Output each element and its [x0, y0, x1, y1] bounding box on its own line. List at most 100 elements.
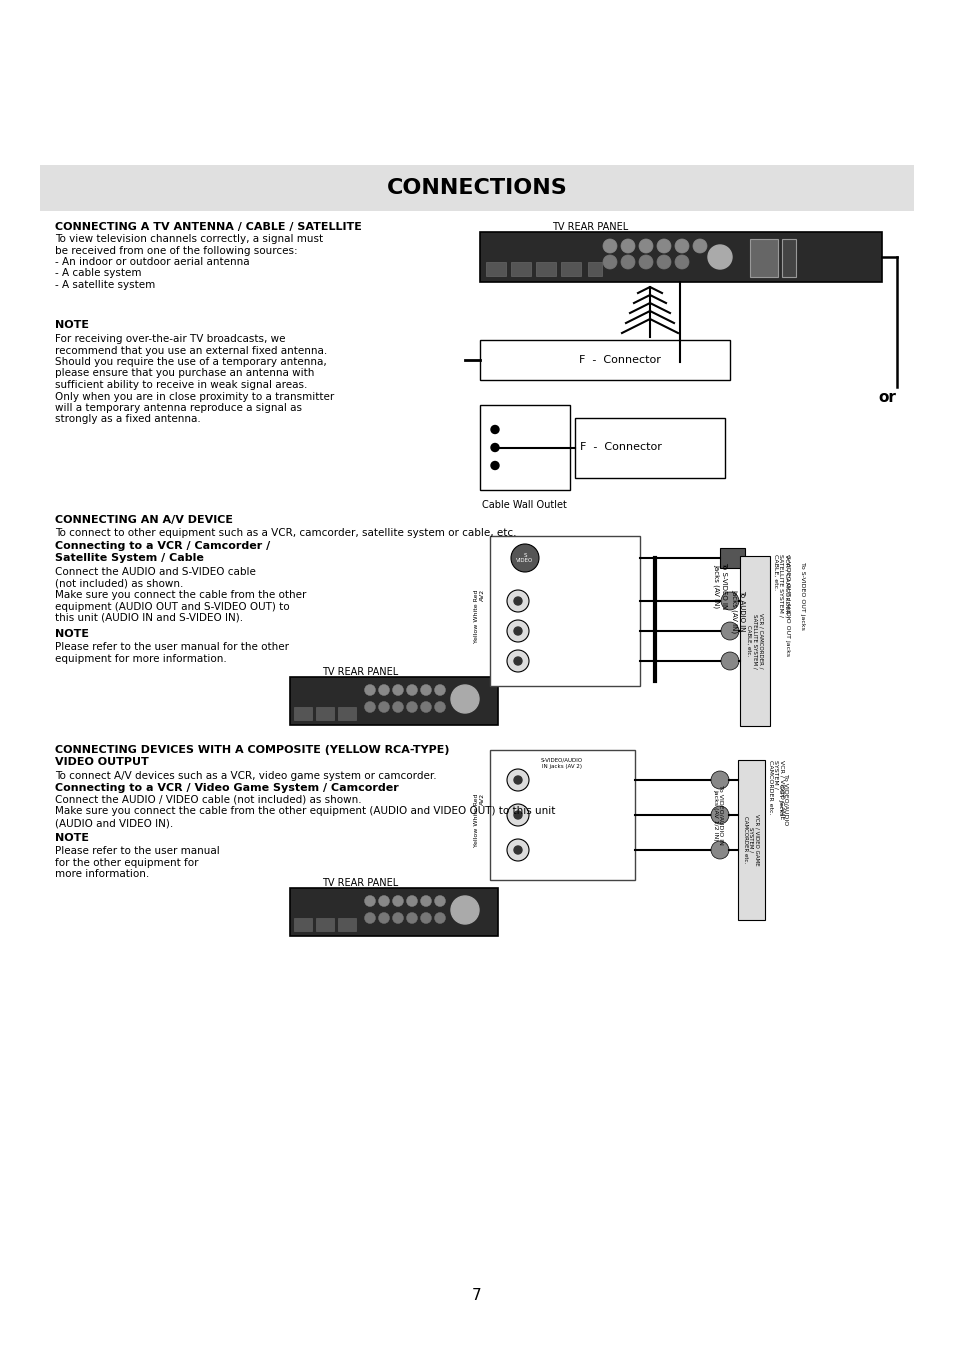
Bar — [337, 918, 355, 932]
Circle shape — [364, 895, 375, 906]
Text: CONNECTING DEVICES WITH A COMPOSITE (YELLOW RCA-TYPE): CONNECTING DEVICES WITH A COMPOSITE (YEL… — [55, 745, 449, 755]
Text: (AUDIO and VIDEO IN).: (AUDIO and VIDEO IN). — [55, 818, 173, 828]
Circle shape — [434, 684, 445, 695]
Text: To AUDIO IN
jacks (AV IN): To AUDIO IN jacks (AV IN) — [731, 589, 744, 633]
Circle shape — [451, 684, 478, 713]
Bar — [511, 262, 531, 275]
Circle shape — [675, 255, 688, 269]
Circle shape — [392, 702, 403, 713]
Circle shape — [657, 239, 670, 252]
Circle shape — [364, 702, 375, 713]
Circle shape — [511, 544, 538, 572]
Bar — [294, 918, 312, 932]
Circle shape — [639, 239, 652, 252]
Bar — [290, 676, 497, 725]
Circle shape — [420, 895, 431, 906]
Text: CONNECTING AN A/V DEVICE: CONNECTING AN A/V DEVICE — [55, 514, 233, 525]
Bar — [294, 707, 312, 720]
Text: - A satellite system: - A satellite system — [55, 279, 155, 290]
Circle shape — [639, 255, 652, 269]
Circle shape — [514, 811, 521, 819]
Circle shape — [506, 769, 529, 791]
Text: To VIDEO/AUDIO
OUT jacks: To VIDEO/AUDIO OUT jacks — [777, 775, 787, 826]
Text: To view television channels correctly, a signal must: To view television channels correctly, a… — [55, 234, 323, 244]
Text: To connect to other equipment such as a VCR, camcorder, satellite system or cabl: To connect to other equipment such as a … — [55, 528, 516, 539]
Text: (not included) as shown.: (not included) as shown. — [55, 579, 183, 589]
Text: sufficient ability to receive in weak signal areas.: sufficient ability to receive in weak si… — [55, 379, 307, 390]
Circle shape — [602, 255, 617, 269]
Text: NOTE: NOTE — [55, 833, 89, 842]
Bar — [536, 262, 556, 275]
Circle shape — [710, 806, 728, 824]
Text: for the other equipment for: for the other equipment for — [55, 857, 198, 868]
Bar — [738, 760, 764, 919]
Text: TV REAR PANEL: TV REAR PANEL — [551, 221, 627, 232]
Text: strongly as a fixed antenna.: strongly as a fixed antenna. — [55, 414, 200, 424]
Circle shape — [406, 684, 417, 695]
Circle shape — [392, 895, 403, 906]
Bar — [720, 548, 744, 568]
Text: F  -  Connector: F - Connector — [579, 443, 661, 452]
Text: Make sure you connect the cable from the other equipment (AUDIO and VIDEO OUT) t: Make sure you connect the cable from the… — [55, 806, 555, 817]
Circle shape — [692, 239, 706, 252]
Text: CONNECTIONS: CONNECTIONS — [386, 178, 567, 198]
Bar — [40, 165, 913, 211]
Text: Connecting to a VCR / Camcorder /: Connecting to a VCR / Camcorder / — [55, 541, 270, 551]
Text: Connecting to a VCR / Video Game System / Camcorder: Connecting to a VCR / Video Game System … — [55, 783, 398, 792]
Bar — [485, 262, 505, 275]
Bar — [560, 262, 580, 275]
Text: Connect the AUDIO and S-VIDEO cable: Connect the AUDIO and S-VIDEO cable — [55, 567, 255, 576]
Circle shape — [514, 626, 521, 634]
Text: equipment for more information.: equipment for more information. — [55, 653, 227, 663]
Circle shape — [720, 593, 739, 610]
Circle shape — [451, 896, 478, 923]
Text: Yellow White Red
AV2: Yellow White Red AV2 — [474, 589, 484, 643]
Circle shape — [514, 597, 521, 605]
Circle shape — [420, 684, 431, 695]
Circle shape — [364, 913, 375, 923]
Circle shape — [378, 702, 389, 713]
Circle shape — [657, 255, 670, 269]
Text: To S-VIDEO IN
jacks (AV IN): To S-VIDEO IN jacks (AV IN) — [713, 563, 726, 610]
Circle shape — [434, 895, 445, 906]
Text: Connect the AUDIO / VIDEO cable (not included) as shown.: Connect the AUDIO / VIDEO cable (not inc… — [55, 795, 361, 805]
Text: this unit (AUDIO IN and S-VIDEO IN).: this unit (AUDIO IN and S-VIDEO IN). — [55, 613, 243, 622]
Circle shape — [434, 913, 445, 923]
Text: VCR / VIDEO GAME
SYSTEM /
CAMCORDER etc.: VCR / VIDEO GAME SYSTEM / CAMCORDER etc. — [767, 760, 783, 819]
Text: NOTE: NOTE — [55, 629, 89, 639]
Bar — [490, 751, 635, 880]
Text: or: or — [877, 390, 895, 405]
Bar — [479, 405, 569, 490]
Text: TV REAR PANEL: TV REAR PANEL — [321, 667, 397, 676]
Text: will a temporary antenna reproduce a signal as: will a temporary antenna reproduce a sig… — [55, 404, 302, 413]
Circle shape — [420, 702, 431, 713]
Circle shape — [506, 620, 529, 643]
Circle shape — [506, 649, 529, 672]
Circle shape — [707, 244, 731, 269]
Text: S
VIDEO: S VIDEO — [516, 552, 533, 563]
Bar — [290, 888, 497, 936]
Circle shape — [392, 913, 403, 923]
Text: - An indoor or outdoor aerial antenna: - An indoor or outdoor aerial antenna — [55, 256, 250, 267]
Circle shape — [720, 652, 739, 670]
Circle shape — [378, 913, 389, 923]
Circle shape — [514, 776, 521, 784]
Circle shape — [420, 913, 431, 923]
Circle shape — [620, 255, 635, 269]
Circle shape — [506, 805, 529, 826]
Bar — [587, 262, 601, 275]
Text: please ensure that you purchase an antenna with: please ensure that you purchase an anten… — [55, 369, 314, 378]
Text: Should you require the use of a temporary antenna,: Should you require the use of a temporar… — [55, 356, 327, 367]
Text: Make sure you connect the cable from the other: Make sure you connect the cable from the… — [55, 590, 306, 599]
Text: S-VIDEO/AUDIO
IN jacks (AV 2): S-VIDEO/AUDIO IN jacks (AV 2) — [540, 757, 582, 768]
Text: Yellow White Red
AV2: Yellow White Red AV2 — [474, 794, 484, 846]
Circle shape — [406, 895, 417, 906]
Circle shape — [434, 702, 445, 713]
Text: F  -  Connector: F - Connector — [578, 355, 660, 364]
Text: Please refer to the user manual: Please refer to the user manual — [55, 846, 219, 856]
Text: For receiving over-the-air TV broadcasts, we: For receiving over-the-air TV broadcasts… — [55, 333, 285, 344]
Bar — [781, 239, 795, 277]
Text: CONNECTING A TV ANTENNA / CABLE / SATELLITE: CONNECTING A TV ANTENNA / CABLE / SATELL… — [55, 221, 361, 232]
Circle shape — [602, 239, 617, 252]
Circle shape — [506, 838, 529, 861]
